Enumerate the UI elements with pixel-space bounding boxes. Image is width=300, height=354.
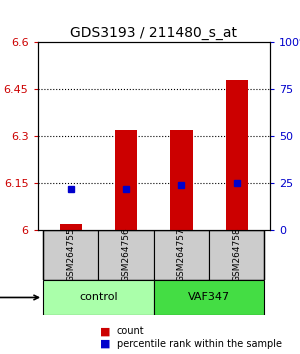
FancyBboxPatch shape: [154, 230, 209, 280]
Bar: [60, 224, 82, 230]
Text: ■: ■: [100, 326, 111, 336]
Text: GSM264758: GSM264758: [232, 228, 241, 282]
Text: GSM264756: GSM264756: [122, 228, 130, 282]
FancyBboxPatch shape: [43, 230, 98, 280]
Text: control: control: [79, 292, 118, 302]
Bar: [115, 130, 137, 230]
Text: agent: agent: [0, 292, 38, 302]
FancyBboxPatch shape: [43, 280, 154, 315]
Text: percentile rank within the sample: percentile rank within the sample: [117, 339, 282, 349]
Bar: [226, 80, 248, 230]
Text: GSM264757: GSM264757: [177, 228, 186, 282]
Text: ■: ■: [100, 339, 111, 349]
Title: GDS3193 / 211480_s_at: GDS3193 / 211480_s_at: [70, 26, 237, 40]
Bar: [170, 130, 193, 230]
Text: VAF347: VAF347: [188, 292, 230, 302]
Text: GSM264755: GSM264755: [66, 228, 75, 282]
Text: count: count: [117, 326, 144, 336]
FancyBboxPatch shape: [209, 230, 265, 280]
FancyBboxPatch shape: [98, 230, 154, 280]
FancyBboxPatch shape: [154, 280, 265, 315]
